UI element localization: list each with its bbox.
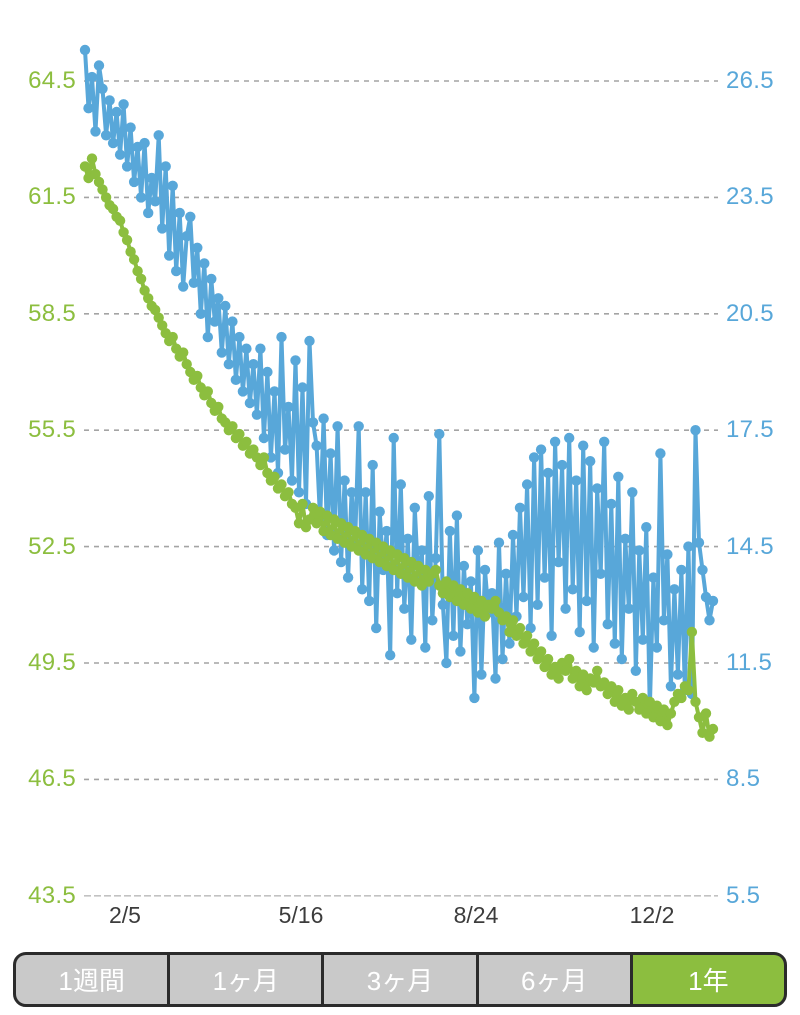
x-axis-tick: 8/24 xyxy=(453,902,499,928)
right-axis-tick: 14.5 xyxy=(726,532,774,560)
range-button-1year[interactable]: 1年 xyxy=(632,955,784,1004)
blue-right-axis-series-line xyxy=(83,48,715,712)
right-axis-tick: 26.5 xyxy=(726,67,774,94)
left-axis-tick: 64.5 xyxy=(28,67,76,94)
left-axis-tick: 43.5 xyxy=(28,881,76,909)
right-axis-tick: 23.5 xyxy=(726,183,774,211)
range-button-1week[interactable]: 1週間 xyxy=(16,955,171,1004)
x-axis-tick: 2/5 xyxy=(109,902,141,928)
left-axis-tick: 49.5 xyxy=(28,649,76,676)
range-button-3months[interactable]: 3ヶ月 xyxy=(324,955,479,1004)
left-axis-tick: 52.5 xyxy=(28,532,76,560)
right-axis-tick: 20.5 xyxy=(726,299,774,327)
chart-canvas[interactable] xyxy=(0,0,800,945)
left-axis-tick: 55.5 xyxy=(28,416,76,444)
x-axis-tick: 12/2 xyxy=(629,902,675,928)
range-selector: 1週間 1ヶ月 3ヶ月 6ヶ月 1年 xyxy=(13,952,787,1007)
blue-right-axis-series-points xyxy=(79,44,719,715)
green-left-axis-series-points xyxy=(79,153,719,742)
right-axis-tick: 11.5 xyxy=(726,649,773,676)
left-axis-tick: 58.5 xyxy=(28,299,76,327)
right-axis-tick: 5.5 xyxy=(726,881,761,909)
range-button-6months[interactable]: 6ヶ月 xyxy=(478,955,633,1004)
right-axis-tick: 17.5 xyxy=(726,416,774,444)
right-axis-tick: 8.5 xyxy=(726,765,761,793)
chart-area[interactable]: 64.5 61.5 58.5 55.5 52.5 49.5 46.5 43.5 26.5 23.… xyxy=(0,0,800,945)
x-axis-tick: 5/16 xyxy=(278,902,324,928)
left-axis-tick: 46.5 xyxy=(28,765,76,793)
range-button-1month[interactable]: 1ヶ月 xyxy=(170,955,325,1004)
left-axis-tick: 61.5 xyxy=(28,183,76,211)
